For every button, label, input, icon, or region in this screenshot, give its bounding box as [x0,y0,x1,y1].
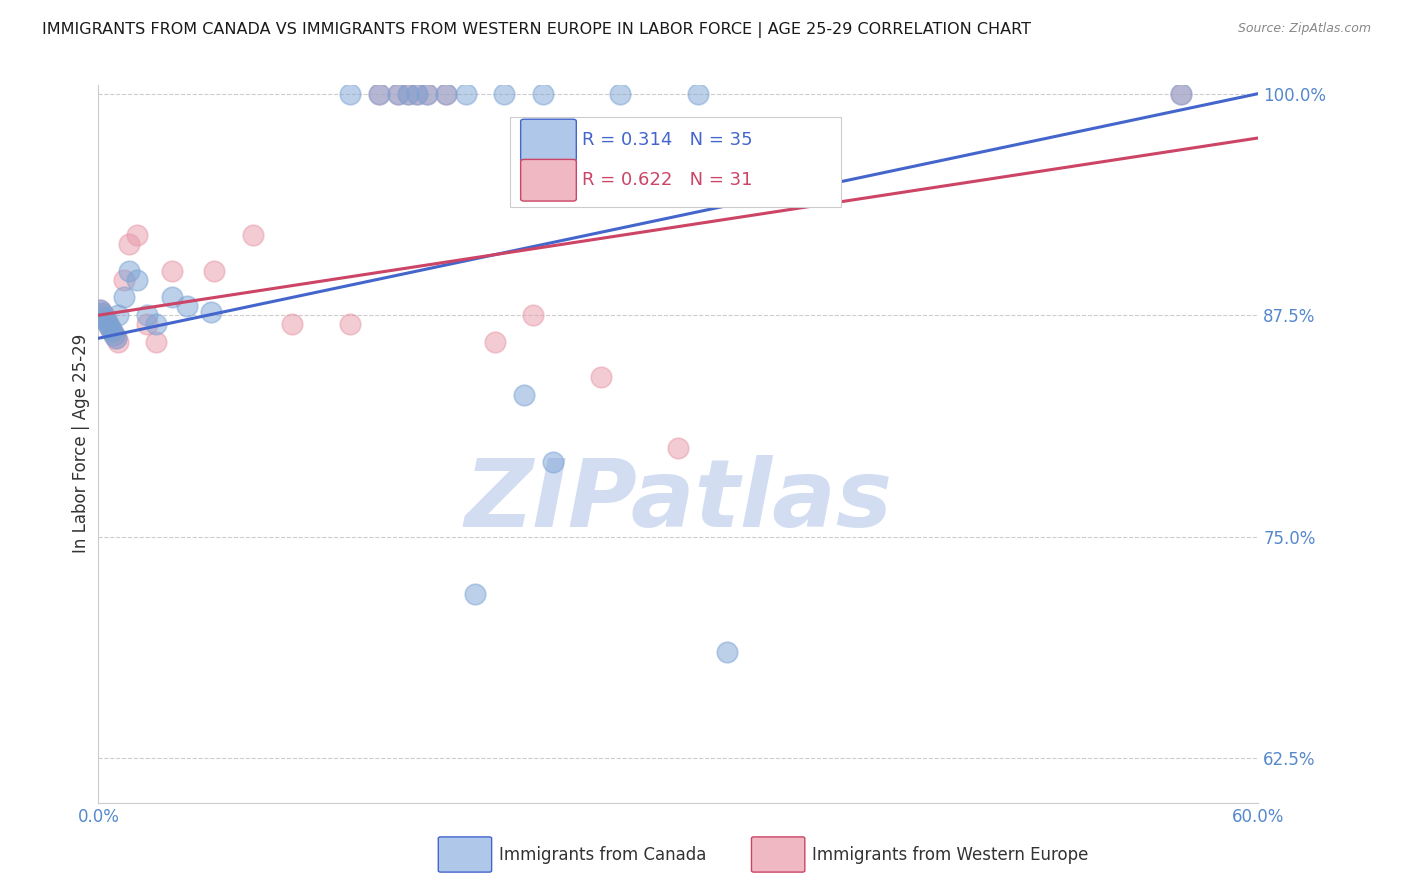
Point [101,324,124,338]
Point [93,308,115,322]
FancyBboxPatch shape [520,120,576,161]
Point [91,306,114,320]
Point [93,310,115,324]
Point [145,334,167,349]
Point [494,87,516,101]
Point [107,334,129,349]
Point [396,87,419,101]
Point [522,308,544,322]
Point [454,87,477,101]
Point [716,645,738,659]
FancyBboxPatch shape [751,837,804,872]
Point [118,264,141,278]
Point [1170,87,1192,101]
Point [160,264,183,278]
Text: IMMIGRANTS FROM CANADA VS IMMIGRANTS FROM WESTERN EUROPE IN LABOR FORCE | AGE 25: IMMIGRANTS FROM CANADA VS IMMIGRANTS FRO… [42,22,1031,38]
Text: ZIPatlas: ZIPatlas [464,455,893,547]
Point [406,87,429,101]
Point [101,324,124,338]
Text: R = 0.314   N = 35: R = 0.314 N = 35 [582,131,752,149]
Point [1170,87,1192,101]
Text: Immigrants from Canada: Immigrants from Canada [499,846,706,863]
Point [176,299,198,313]
Point [686,87,709,101]
Point [97,317,120,331]
Point [112,273,135,287]
Point [96,313,118,327]
Point [416,87,439,101]
Point [464,586,486,600]
Point [416,87,439,101]
FancyBboxPatch shape [510,117,841,207]
Point [135,308,157,322]
Point [204,264,226,278]
Point [242,228,264,243]
Point [135,317,157,331]
Point [104,331,127,345]
Point [97,317,120,331]
Point [160,291,183,305]
Point [531,87,554,101]
Point [396,87,419,101]
Point [127,228,149,243]
Y-axis label: In Labor Force | Age 25-29: In Labor Force | Age 25-29 [72,334,90,553]
Point [367,87,389,101]
Point [406,87,429,101]
Point [387,87,409,101]
Point [387,87,409,101]
Point [103,327,125,342]
Point [118,237,141,252]
Point [339,87,361,101]
FancyBboxPatch shape [520,160,576,201]
Text: Immigrants from Western Europe: Immigrants from Western Europe [811,846,1088,863]
Point [339,317,361,331]
Text: Source: ZipAtlas.com: Source: ZipAtlas.com [1237,22,1371,36]
Point [200,304,222,318]
Point [281,317,304,331]
Point [484,334,506,349]
Point [127,273,149,287]
Point [591,370,613,384]
Point [96,311,118,326]
Point [609,87,631,101]
FancyBboxPatch shape [439,837,492,872]
Point [666,441,689,455]
Point [436,87,458,101]
Point [541,455,564,469]
Point [145,317,167,331]
Point [112,291,135,305]
Point [91,306,114,320]
Point [89,302,111,317]
Point [367,87,389,101]
Point [89,302,111,317]
Point [98,320,121,334]
Point [436,87,458,101]
Point [103,327,125,342]
Point [104,331,127,345]
Point [513,388,536,402]
Text: R = 0.622   N = 31: R = 0.622 N = 31 [582,171,752,189]
Point [98,320,121,334]
Point [107,308,129,322]
